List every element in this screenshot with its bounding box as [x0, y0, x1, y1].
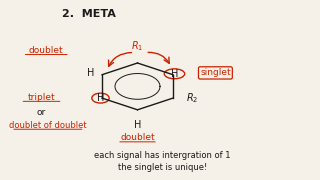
Text: H: H	[87, 68, 94, 78]
Text: doublet of doublet: doublet of doublet	[9, 121, 87, 130]
Text: $R_2$: $R_2$	[186, 91, 198, 105]
Text: triplet: triplet	[28, 93, 55, 102]
Text: each signal has intergration of 1: each signal has intergration of 1	[94, 151, 231, 160]
Text: doublet: doublet	[120, 133, 155, 142]
Text: 2.  META: 2. META	[62, 9, 116, 19]
Text: H: H	[134, 120, 141, 130]
Text: $R_1$: $R_1$	[131, 39, 144, 53]
Text: H: H	[171, 69, 178, 79]
Text: the singlet is unique!: the singlet is unique!	[118, 163, 207, 172]
Text: singlet: singlet	[200, 68, 231, 77]
Text: doublet: doublet	[29, 46, 64, 55]
Text: H: H	[97, 93, 104, 103]
Text: or: or	[37, 108, 46, 117]
